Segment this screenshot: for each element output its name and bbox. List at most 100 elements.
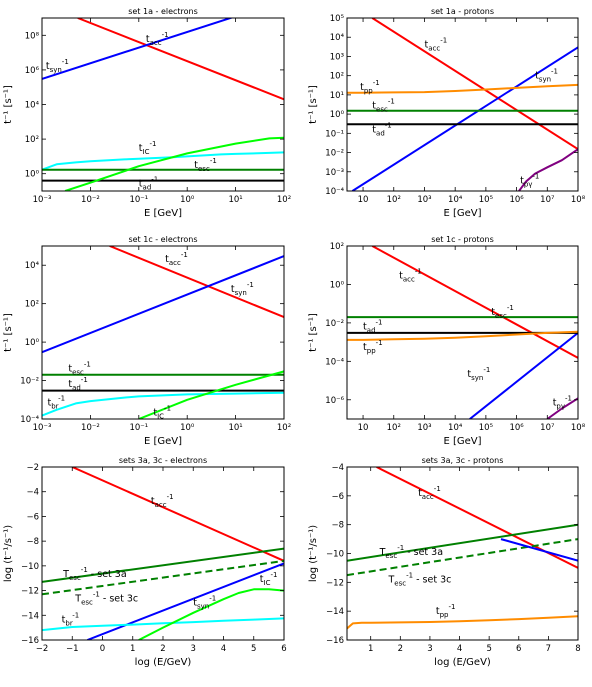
- x-tick-label: 10⁰: [180, 195, 195, 205]
- x-tick-label: 10⁶: [509, 423, 524, 433]
- y-tick-label: 10²: [25, 300, 39, 310]
- y-tick-label: 10⁻³: [325, 168, 344, 178]
- y-tick-label: −10: [326, 550, 344, 560]
- panel-p6: sets 3a, 3c - protons 1 2 3 4 5 6 7 8 −16 −14 −12 −1…: [308, 456, 581, 668]
- y-tick-label: −12: [326, 578, 344, 588]
- plot-frame: [346, 245, 579, 420]
- curve-label: tad-1: [363, 319, 382, 335]
- curve-label: tIC-1: [139, 140, 157, 156]
- series-syn: [351, 46, 578, 191]
- x-tick-label: 10⁸: [571, 195, 586, 205]
- y-tick-label: 10⁻¹: [325, 129, 344, 139]
- y-tick-label: −8: [26, 537, 39, 547]
- panel-title: sets 3a, 3c - protons: [422, 456, 504, 465]
- x-tick-label: 4: [221, 644, 226, 654]
- x-tick-label: 1: [130, 644, 135, 654]
- x-tick-label: −1: [66, 644, 79, 654]
- x-tick-label: 10²: [277, 423, 291, 433]
- series-acc: [71, 467, 284, 562]
- x-tick-label: 10⁴: [448, 195, 463, 205]
- curve-label: tsyn-1: [46, 58, 69, 74]
- y-tick-label: 10²: [330, 72, 344, 82]
- series-acc: [371, 18, 578, 151]
- x-tick-label: 10⁵: [479, 195, 493, 205]
- x-axis-label: E [GeV]: [144, 208, 182, 219]
- curve-label: Tesc-1 - set 3a: [379, 544, 443, 560]
- panel-p2: set 1a - protons 10 10² 10³ 10⁴ 10⁵ 10⁶ 10⁷ 10⁸ 1…: [308, 7, 586, 219]
- series-syn: [87, 562, 284, 640]
- plot-frame: [346, 17, 579, 192]
- y-tick-label: 10⁰: [25, 170, 40, 180]
- series-acc: [371, 246, 578, 359]
- series-esc3c: [42, 559, 284, 596]
- plot-frame: [41, 245, 285, 420]
- y-tick-label: −12: [21, 587, 39, 597]
- series-pg: [546, 397, 578, 419]
- x-tick-label: 3: [427, 644, 432, 654]
- x-tick-label: 10: [358, 195, 369, 205]
- series-ic: [42, 151, 284, 171]
- series-ic: [42, 391, 284, 417]
- curve-label: tesc-1: [372, 97, 395, 113]
- series-esc3c: [347, 538, 578, 577]
- y-tick-label: −6: [26, 512, 39, 522]
- x-axis-label: E [GeV]: [144, 436, 182, 447]
- curve-label: tad-1: [139, 176, 158, 192]
- curve-label: tacc-1: [424, 36, 447, 52]
- x-axis-label: E [GeV]: [443, 208, 481, 219]
- panel-p4: set 1c - protons 10 10² 10³ 10⁴ 10⁵ 10⁶ 10⁷ 10⁸ 1…: [308, 235, 586, 447]
- curve-label: tacc-1: [399, 268, 422, 284]
- y-tick-label: 10⁻⁴: [325, 187, 344, 197]
- panel-p1: set 1a - electrons 10⁻³ 10⁻² 10⁻¹ 10⁰ 10¹ 10² 1…: [3, 7, 291, 219]
- curve-label: tIC-1: [153, 405, 171, 421]
- curve-label: tbr-1: [62, 612, 80, 628]
- y-tick-label: 10⁻²: [325, 149, 344, 159]
- y-tick-label: 10⁰: [330, 110, 345, 120]
- curve-label: tIC-1: [260, 571, 278, 587]
- y-tick-label: 10⁴: [25, 261, 40, 271]
- y-axis-label: log (t⁻¹/s⁻¹): [3, 525, 14, 582]
- series-pp: [347, 615, 578, 630]
- x-tick-label: 10¹: [228, 423, 242, 433]
- x-tick-label: 10³: [417, 423, 431, 433]
- x-tick-label: 10⁻¹: [129, 195, 148, 205]
- panel-title: set 1a - protons: [431, 7, 494, 16]
- y-tick-label: 10²: [330, 242, 344, 252]
- series-syn: [42, 255, 284, 354]
- plot-frame: [41, 17, 285, 192]
- series-syn: [500, 538, 578, 562]
- y-tick-label: −16: [326, 636, 344, 646]
- x-tick-label: 3: [191, 644, 196, 654]
- x-tick-label: 2: [160, 644, 165, 654]
- series-pg: [518, 148, 578, 191]
- x-tick-label: 10²: [387, 423, 401, 433]
- x-tick-label: 10⁻²: [81, 423, 100, 433]
- y-tick-label: 10⁻²: [20, 377, 39, 387]
- y-tick-label: 10⁸: [25, 31, 40, 41]
- x-axis-label: log (E/GeV): [135, 657, 192, 668]
- x-tick-label: 0: [100, 644, 105, 654]
- panel-p3: set 1c - electrons 10⁻³ 10⁻² 10⁻¹ 10⁰ 10¹ 10² 1…: [3, 235, 291, 447]
- curve-label: tesc-1: [491, 304, 514, 320]
- x-tick-label: 10⁻²: [81, 195, 100, 205]
- x-tick-label: 6: [516, 644, 521, 654]
- series-icg: [138, 588, 284, 640]
- series-syn: [469, 332, 578, 419]
- curve-label: tacc-1: [146, 31, 169, 47]
- curve-label: tesc-1: [68, 360, 91, 376]
- curve-label: tpp-1: [360, 79, 380, 95]
- y-tick-label: 10⁴: [25, 101, 40, 111]
- panel-title: sets 3a, 3c - electrons: [119, 456, 207, 465]
- y-axis-label: t⁻¹ [s⁻¹]: [3, 85, 14, 124]
- y-tick-label: 10⁶: [25, 66, 40, 76]
- x-tick-label: 10⁻³: [33, 423, 52, 433]
- y-axis-label: log (t⁻¹/s⁻¹): [308, 525, 319, 582]
- curve-label: tpp-1: [436, 603, 456, 619]
- x-axis-label: log (E/GeV): [434, 657, 491, 668]
- series-acc: [109, 246, 284, 319]
- panel-title: set 1c - electrons: [128, 235, 197, 244]
- x-tick-label: 10⁴: [448, 423, 463, 433]
- series-esc3a: [42, 547, 284, 583]
- y-tick-label: 10³: [330, 52, 344, 62]
